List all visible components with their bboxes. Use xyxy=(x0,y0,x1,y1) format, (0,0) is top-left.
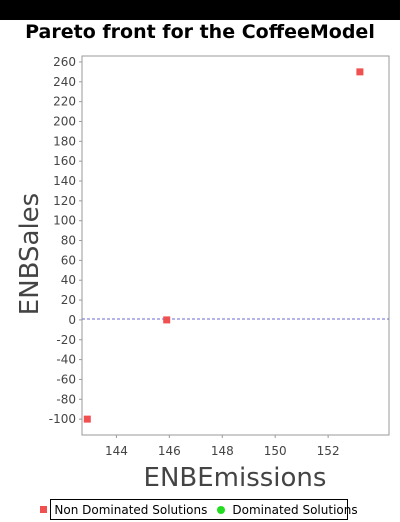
dominated-marker-icon xyxy=(217,505,226,514)
y-tick-label: 100 xyxy=(53,214,76,228)
window-top-bar xyxy=(0,0,400,20)
y-tick-label: 140 xyxy=(53,174,76,188)
data-points xyxy=(83,68,364,423)
y-tick-label: 60 xyxy=(61,253,76,267)
y-axis-title: ENBSales xyxy=(15,193,45,315)
y-tick-label: 260 xyxy=(53,55,76,69)
x-tick-label: 144 xyxy=(105,444,128,458)
y-tick-label: -80 xyxy=(56,392,76,406)
y-tick-label: 180 xyxy=(53,134,76,148)
y-tick-label: -60 xyxy=(56,372,76,386)
plot-area xyxy=(81,55,390,436)
y-tick-label: 160 xyxy=(53,154,76,168)
chart-svg: -100 -80 -60 -40 -20 0 20 40 60 80 100 120 140 160 180… xyxy=(15,55,390,493)
y-tick-label: -20 xyxy=(56,333,76,347)
y-tick-label: -100 xyxy=(49,412,76,426)
data-point xyxy=(356,68,364,76)
legend-item-non-dominated: Non Dominated Solutions xyxy=(40,503,207,517)
non-dominated-marker-icon xyxy=(40,506,48,513)
y-tick-label: 240 xyxy=(53,75,76,89)
x-tick-label: 152 xyxy=(317,444,340,458)
y-tick-label: 20 xyxy=(61,293,76,307)
y-axis-ticks: -100 -80 -60 -40 -20 0 20 40 60 80 100 120 140 160 180… xyxy=(49,55,82,426)
legend-label-non-dominated: Non Dominated Solutions xyxy=(54,502,208,517)
x-tick-label: 148 xyxy=(211,444,234,458)
legend: Non Dominated Solutions Dominated Soluti… xyxy=(40,499,358,520)
legend-item-dominated: Dominated Solutions xyxy=(217,502,358,517)
y-tick-label: 200 xyxy=(53,114,76,128)
chart-title: Pareto front for the CoffeeModel xyxy=(25,21,375,43)
x-axis-title: ENBEmissions xyxy=(144,463,327,493)
y-tick-label: 220 xyxy=(53,95,76,109)
y-tick-label: 40 xyxy=(61,273,76,287)
y-tick-label: 80 xyxy=(61,234,76,248)
data-point xyxy=(163,316,171,324)
y-tick-label: 0 xyxy=(68,313,76,327)
x-axis-ticks: 144 146 148 150 152 xyxy=(105,435,340,458)
x-tick-label: 146 xyxy=(158,444,181,458)
x-tick-label: 150 xyxy=(264,444,287,458)
data-point xyxy=(83,415,91,423)
legend-label-dominated: Dominated Solutions xyxy=(232,502,358,517)
y-tick-label: -40 xyxy=(56,353,76,367)
y-tick-label: 120 xyxy=(53,194,76,208)
